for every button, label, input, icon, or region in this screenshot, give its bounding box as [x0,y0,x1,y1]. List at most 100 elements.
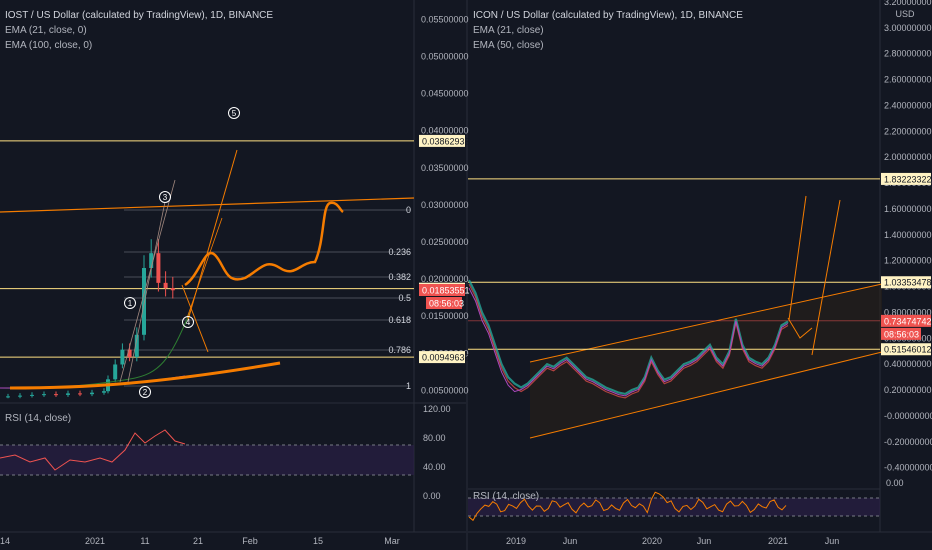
right-price-tick: -0.00000000 [884,411,932,421]
right-ema1-label[interactable]: EMA (21, close) [473,25,544,36]
left-candle-body [102,391,106,393]
left-impulse-line-a [119,179,176,383]
left-price-tick: 0.00500000 [421,385,469,395]
left-level-low-label: 0.00949636 [422,353,470,363]
right-price-tick: 1.40000000 [884,230,932,240]
right-rsi-label[interactable]: RSI (14, close) [473,491,540,502]
fib-level-label: 0.236 [388,247,411,257]
right-price-tick: 0.20000000 [884,385,932,395]
left-candle-body [42,394,46,396]
left-candle-body [142,268,146,335]
right-level-mid-label-bg [881,276,931,289]
wave-label-circle [182,316,194,328]
right-current-price-label-bg [881,314,931,327]
left-time-tick: Mar [384,536,400,546]
right-level-mid-label: 1.03353478 [884,278,932,288]
left-candle-body [149,253,154,269]
left-time-tick: 2021 [85,536,105,546]
left-time-tick: Feb [242,536,258,546]
right-price-tick: 2.80000000 [884,49,932,59]
wave-label: 2 [143,388,148,397]
right-price-tick: 2.40000000 [884,100,932,110]
right-rsi-line [468,491,787,522]
wave-label: 4 [186,318,191,327]
left-legend: IOST / US Dollar (calculated by TradingV… [5,8,273,53]
wave-label-circle [228,107,240,119]
right-price-tick: -0.20000000 [884,437,932,447]
wave-label: 3 [163,193,168,202]
left-time-tick: 15 [313,536,323,546]
right-time-tick: 2019 [506,536,526,546]
left-price-tick: 0.05500000 [421,14,469,24]
left-time-tick: 11 [140,536,149,546]
left-range-line [186,217,223,319]
right-ema2-label[interactable]: EMA (50, close) [473,40,544,51]
right-price-tick: 2.00000000 [884,152,932,162]
left-price-tick: 0.03000000 [421,200,469,210]
right-time-tick: 2020 [642,536,662,546]
left-level-top-label-bg [419,134,465,147]
right-channel-lower [529,351,883,439]
left-time-tick: 14 [0,536,10,546]
left-price-tick: 0.04500000 [421,89,469,99]
left-ema2-label[interactable]: EMA (100, close, 0) [5,40,93,51]
left-projection-path [184,201,344,287]
right-current-price-label: 0.73474742 [884,316,932,326]
left-candle-body [156,253,161,283]
wave-label-circle [159,191,171,203]
left-time-tick: 21 [193,536,203,546]
left-candle-body [163,282,168,289]
left-countdown-label: 08:56:03 [429,299,464,309]
right-ema-slow [468,287,789,397]
right-price-tick: 0.80000000 [884,307,932,317]
left-candle-body [113,364,118,380]
wave-label: 5 [232,109,237,118]
left-price-tick: 0.03500000 [421,163,469,173]
right-price-tick: 0.40000000 [884,359,932,369]
left-rsi-tick: 80.00 [423,433,446,443]
right-target-arrow-a [788,195,807,321]
fib-level-label: 1 [406,381,411,391]
left-candle-body [90,392,94,395]
right-level-top-label-bg [881,172,931,185]
right-time-tick: 2021 [768,536,788,546]
fib-level-label: 0.618 [388,315,411,325]
right-currency-label: USD [895,9,915,19]
left-price-tick: 0.05000000 [421,52,469,62]
left-candle-body [6,396,10,398]
left-current-price-label: 0.01853551 [422,286,470,296]
left-candle-body [66,393,70,395]
right-price-tick: 1.60000000 [884,204,932,214]
right-target-arrow-b [811,199,841,356]
left-price-tick: 0.02000000 [421,274,469,284]
right-symbol-title[interactable]: ICON / US Dollar (calculated by TradingV… [473,10,743,21]
left-curve-drawing [9,361,281,390]
right-time-tick: Jun [697,536,712,546]
left-symbol-title[interactable]: IOST / US Dollar (calculated by TradingV… [5,10,274,21]
left-level-low-label-bg [419,351,465,364]
left-current-price-label-bg [419,284,465,297]
left-price-tick: 0.02500000 [421,237,469,247]
right-level-top-label: 1.83223322 [884,174,932,184]
right-level-low-label-bg [881,343,931,356]
left-rsi-tick: 40.00 [423,462,446,472]
left-rsi-legend: RSI (14, close) [5,411,71,426]
left-rsi-band [0,445,414,475]
left-rsi-tick: 120.00 [423,404,451,414]
left-rsi-tick: 0.00 [423,491,441,501]
left-candle-body [134,334,139,358]
left-candle-body [30,394,34,396]
right-rsi-legend: RSI (14, close) [473,489,539,504]
left-countdown-label-bg [426,297,462,310]
wave-label-circle [124,297,136,309]
left-ema1-label[interactable]: EMA (21, close, 0) [5,25,87,36]
right-price-tick: 2.20000000 [884,126,932,136]
left-rsi-label[interactable]: RSI (14, close) [5,413,72,424]
right-countdown-label: 08:56:03 [884,329,919,339]
right-price-tick: -0.40000000 [884,463,932,473]
left-impulse-line-b [127,201,166,383]
right-countdown-label-bg [881,327,921,340]
right-rsi-tick: 0.00 [886,478,904,488]
